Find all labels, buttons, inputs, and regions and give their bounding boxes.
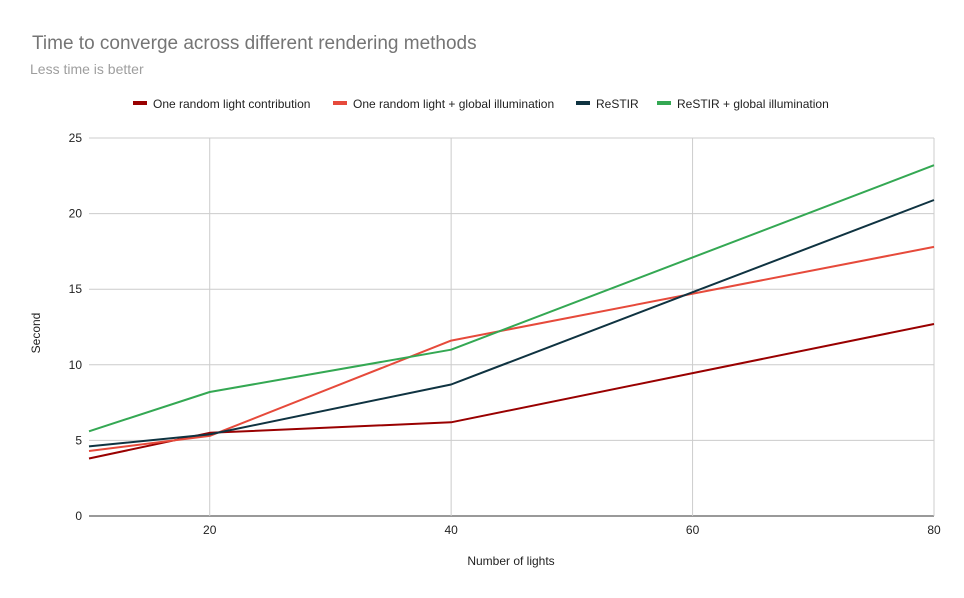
x-tick-label: 20 — [203, 523, 217, 537]
chart-title: Time to converge across different render… — [32, 33, 477, 54]
legend: One random light contribution One random … — [133, 97, 829, 111]
legend-label: ReSTIR — [596, 97, 639, 111]
axes: 0 5 10 15 20 25 20 40 60 80 — [69, 131, 941, 537]
series-line — [88, 245, 935, 452]
x-tick-label: 80 — [927, 523, 941, 537]
series-line — [88, 199, 935, 448]
y-tick-label: 15 — [69, 282, 83, 296]
series-line — [88, 164, 935, 433]
series-lines — [88, 164, 935, 460]
y-tick-label: 0 — [75, 509, 82, 523]
y-axis-label: Second — [29, 313, 43, 354]
legend-label: One random light contribution — [153, 97, 310, 111]
legend-swatch — [657, 101, 671, 105]
y-tick-label: 20 — [69, 207, 83, 221]
y-tick-label: 5 — [75, 433, 82, 447]
legend-label: One random light + global illumination — [353, 97, 554, 111]
y-tick-label: 25 — [69, 131, 83, 145]
series-line — [88, 323, 935, 460]
x-tick-label: 40 — [444, 523, 458, 537]
legend-swatch — [133, 101, 147, 105]
x-axis-label: Number of lights — [467, 554, 554, 568]
x-tick-label: 60 — [686, 523, 700, 537]
chart-subtitle: Less time is better — [30, 61, 144, 77]
legend-swatch — [576, 101, 590, 105]
y-tick-label: 10 — [69, 358, 83, 372]
legend-label: ReSTIR + global illumination — [677, 97, 829, 111]
legend-swatch — [333, 101, 347, 105]
